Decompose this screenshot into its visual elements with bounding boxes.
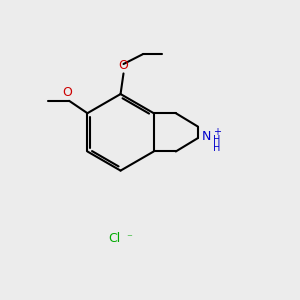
Text: H: H — [213, 143, 220, 153]
Text: N: N — [202, 130, 211, 143]
Text: H: H — [213, 134, 220, 145]
Text: Cl: Cl — [109, 232, 121, 245]
Text: O: O — [62, 86, 72, 99]
Text: O: O — [118, 59, 128, 72]
Text: ⁻: ⁻ — [127, 233, 132, 243]
Text: +: + — [213, 127, 221, 136]
